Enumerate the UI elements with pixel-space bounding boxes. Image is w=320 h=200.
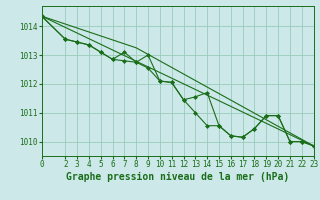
X-axis label: Graphe pression niveau de la mer (hPa): Graphe pression niveau de la mer (hPa) bbox=[66, 172, 289, 182]
